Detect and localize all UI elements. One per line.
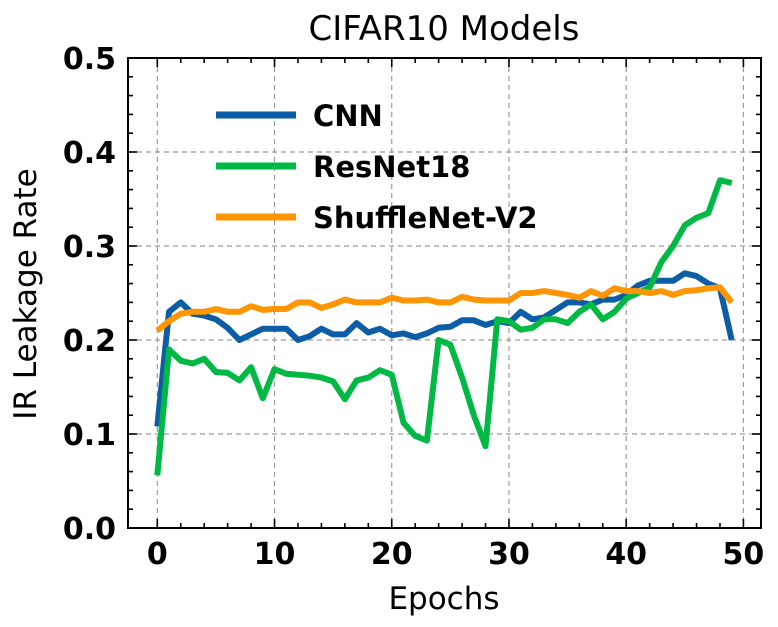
x-tick-labels: 0 10 20 30 40 50	[147, 537, 764, 572]
x-tick-label: 0	[147, 537, 168, 572]
y-tick-label: 0.5	[63, 42, 116, 77]
y-tick-label: 0.1	[63, 418, 116, 453]
series-lines	[154, 177, 735, 476]
y-tick-label: 0.0	[63, 512, 116, 547]
x-tick-label: 10	[254, 537, 296, 572]
legend-label-cnn: CNN	[313, 99, 383, 133]
y-tick-label: 0.4	[63, 136, 116, 171]
chart-title: CIFAR10 Models	[309, 9, 580, 49]
legend-label-resnet18: ResNet18	[313, 150, 470, 184]
y-tick-label: 0.3	[63, 230, 116, 265]
x-tick-label: 40	[605, 537, 647, 572]
y-axis-label: IR Leakage Rate	[8, 168, 44, 419]
legend: CNN ResNet18 ShuffleNet-V2	[216, 99, 538, 235]
x-tick-label: 20	[371, 537, 413, 572]
x-tick-label: 50	[723, 537, 765, 572]
legend-label-shufflenet-v2: ShuffleNet-V2	[313, 201, 538, 235]
series-line-cnn	[154, 270, 735, 427]
y-tick-label: 0.2	[63, 324, 116, 359]
plot-frame	[127, 57, 762, 529]
axis-ticks	[128, 57, 761, 529]
y-tick-labels: 0.0 0.1 0.2 0.3 0.4 0.5	[63, 42, 116, 547]
series-line-shufflenet-v2	[155, 284, 735, 333]
x-axis-label: Epochs	[388, 581, 499, 617]
x-tick-label: 30	[488, 537, 530, 572]
